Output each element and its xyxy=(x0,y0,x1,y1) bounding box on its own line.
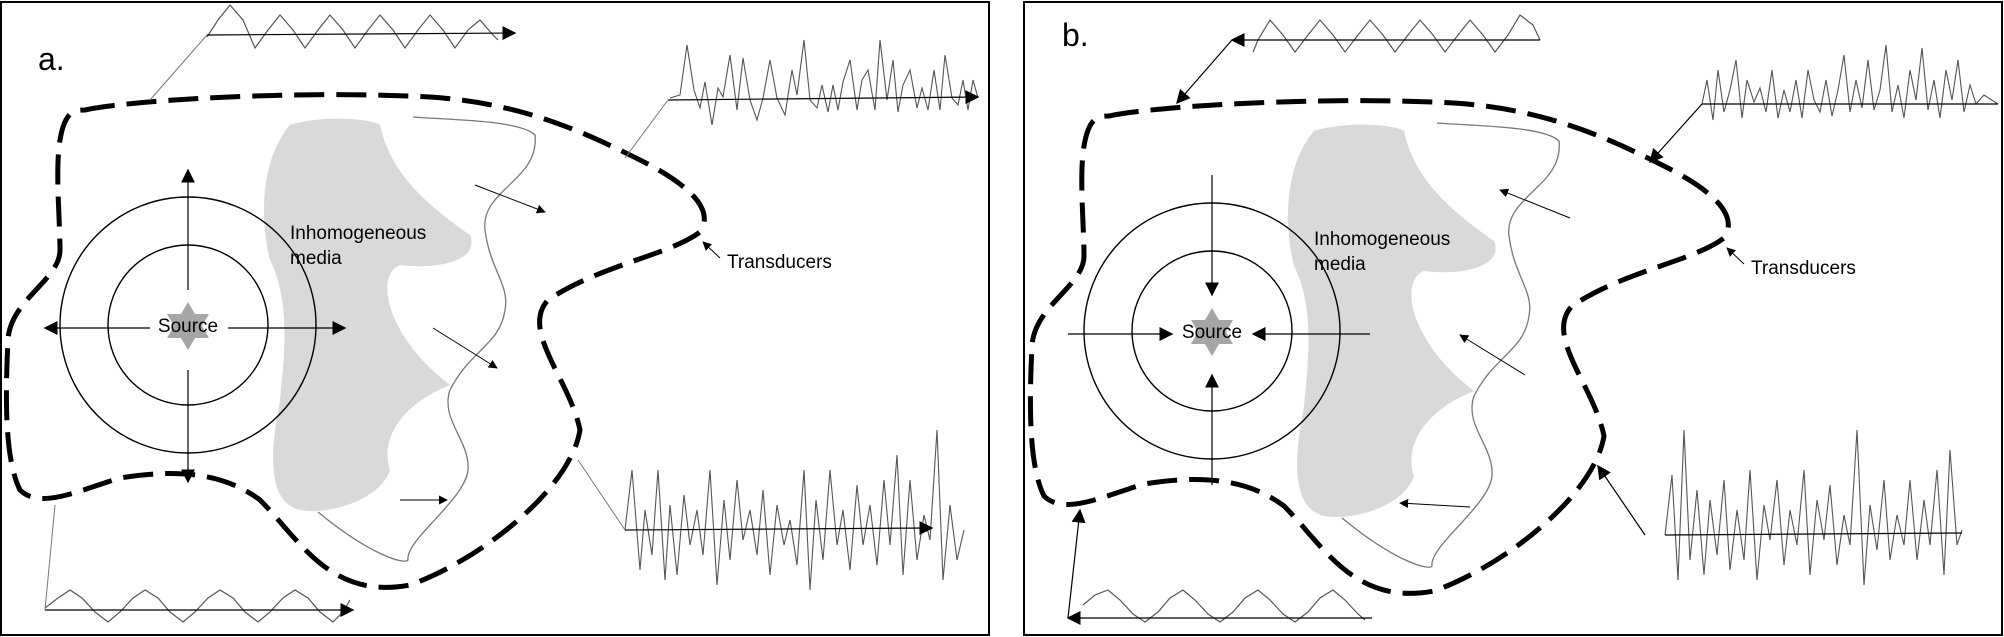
media-label-line1: Inhomogeneous xyxy=(1314,229,1450,250)
transducers-pointer xyxy=(702,241,721,259)
signal-top-right-connector xyxy=(1649,103,1703,164)
signal-bottom-right xyxy=(624,429,965,591)
media-label-line2: media xyxy=(290,248,342,269)
transducers-label: Transducers xyxy=(727,252,832,273)
source-star xyxy=(1191,308,1233,356)
signal-top-right-axis xyxy=(667,90,980,105)
panel-b: b. Inhomogeneous media Source Transducer… xyxy=(1023,1,2003,636)
signal-bottom-left-connector xyxy=(44,504,56,611)
backprop-arrow-3 xyxy=(1399,498,1471,508)
transducer-boundary xyxy=(1027,98,1731,596)
panel-a-letter: a. xyxy=(38,41,65,77)
transducers-label: Transducers xyxy=(1751,258,1856,279)
signal-top-right xyxy=(669,39,979,126)
propagation-arrow-1 xyxy=(474,184,546,214)
panel-b-frame xyxy=(1023,1,2003,636)
panel-a: a. Inhomogeneous media Source Transducer… xyxy=(0,1,990,636)
transducer-boundary xyxy=(3,92,707,590)
signal-bottom-right-connector xyxy=(577,459,626,531)
source-star xyxy=(167,302,209,350)
signal-bottom-left xyxy=(1082,589,1366,623)
signal-top-axis xyxy=(206,26,517,41)
media-label-line1: Inhomogeneous xyxy=(290,223,426,244)
media-blob xyxy=(264,118,472,511)
signal-bottom-right-axis xyxy=(624,521,934,536)
backprop-arrow-2 xyxy=(1459,334,1526,376)
media-label-line2: media xyxy=(1314,254,1366,275)
distorted-wavefront xyxy=(1341,122,1560,568)
backprop-arrow-1 xyxy=(1499,188,1571,219)
signal-bottom-right-axis xyxy=(1664,532,1963,536)
signal-bottom-right xyxy=(1664,429,1963,586)
transducers-pointer xyxy=(1726,247,1745,265)
panel-a-frame xyxy=(0,1,990,636)
signal-bottom-left-connector xyxy=(1067,508,1086,619)
source-label: Source xyxy=(1182,322,1242,343)
signal-top xyxy=(206,4,499,50)
signal-top-connector xyxy=(1176,39,1233,105)
signal-top xyxy=(1252,14,1541,54)
distorted-wavefront xyxy=(317,116,536,562)
propagation-arrow-2 xyxy=(432,327,498,369)
signal-top-connector xyxy=(149,34,208,101)
media-blob xyxy=(1288,124,1496,517)
source-label: Source xyxy=(158,316,218,337)
signal-top-right-connector xyxy=(624,99,669,159)
signal-top-right xyxy=(1701,44,1999,121)
panel-b-letter: b. xyxy=(1062,17,1089,53)
signal-bottom-left xyxy=(44,589,351,623)
signal-bottom-right-connector xyxy=(1597,464,1646,536)
